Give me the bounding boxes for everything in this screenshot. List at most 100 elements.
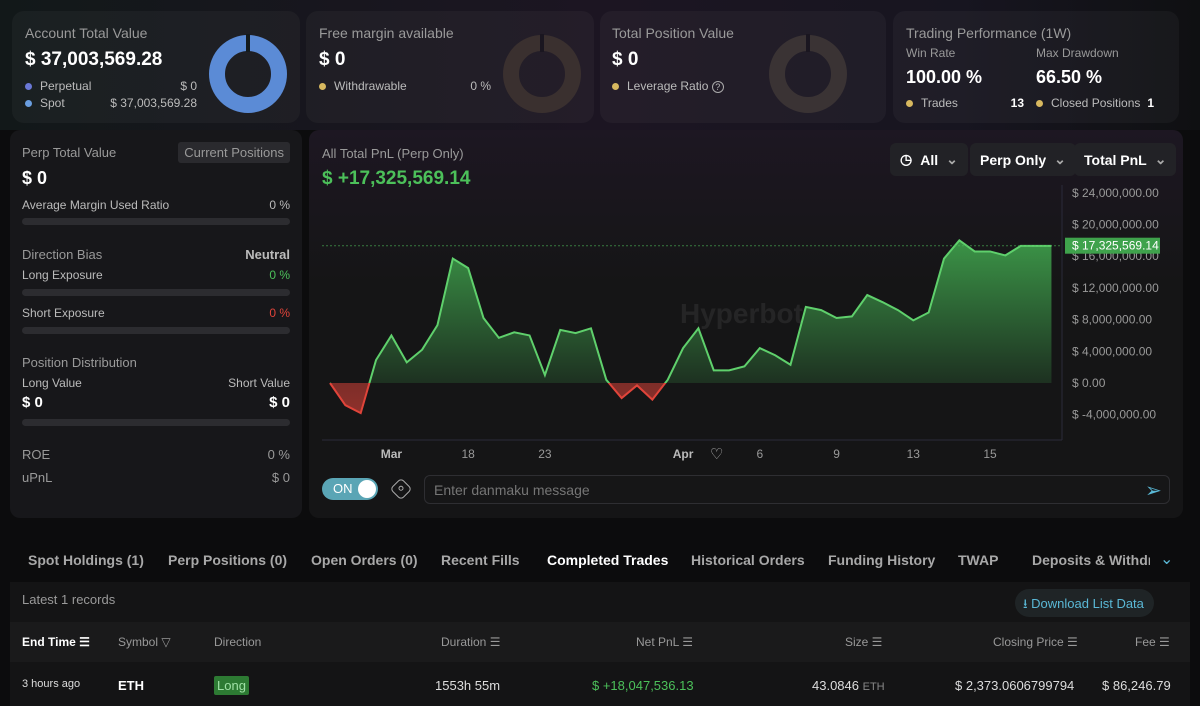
y-tick-label: $ 24,000,000.00 [1072, 186, 1159, 200]
trading-performance-card: Trading Performance (1W) Win Rate 100.00… [893, 11, 1179, 123]
drawdown-label: Max Drawdown [1036, 46, 1119, 60]
margin-bar [22, 218, 290, 225]
summary-strip [0, 0, 1200, 130]
free-margin-title: Free margin available [319, 25, 454, 41]
tab-recent-fills[interactable]: Recent Fills [441, 552, 520, 568]
long-exposure-bar [22, 289, 290, 296]
filter-icon[interactable]: ▽ [158, 635, 171, 649]
tab-open-orders[interactable]: Open Orders (0) [311, 552, 418, 568]
tab-completed-trades[interactable]: Completed Trades [547, 552, 669, 568]
long-value: $ 0 [22, 394, 43, 411]
sort-icon[interactable]: ☰ [486, 635, 501, 649]
tab-perp-positions[interactable]: Perp Positions (0) [168, 552, 288, 568]
bias-value: Neutral [245, 247, 290, 262]
help-icon[interactable]: ? [711, 81, 724, 93]
chevron-down-icon: ⌄ [1154, 151, 1167, 167]
win-rate: 100.00 % [906, 67, 983, 87]
cell-fee: $ 86,246.79 [1102, 678, 1171, 693]
send-icon[interactable]: ➢ [1145, 480, 1162, 502]
current-value-label: $ 17,325,569.14 [1072, 239, 1159, 253]
position-value-card: Total Position Value $ 0 Leverage Ratio … [600, 11, 886, 123]
column-label: Size [845, 635, 869, 649]
current-positions-button[interactable]: Current Positions [178, 142, 290, 163]
download-icon: ⭳ [1023, 596, 1032, 611]
current-value-tag [1065, 237, 1160, 254]
free-margin-card: Free margin available $ 0 Withdrawable 0 … [306, 11, 594, 123]
perp-label: Perpetual [40, 79, 92, 93]
pnl-title: All Total PnL (Perp Only) [322, 146, 464, 161]
max-drawdown: 66.50 % [1036, 67, 1103, 87]
sort-icon[interactable]: ☰ [75, 635, 90, 649]
tab-funding-history[interactable]: Funding History [828, 552, 936, 568]
x-tick-label: 6 [756, 447, 763, 461]
column-label: Symbol [118, 635, 159, 649]
perp-value: $ 0 [22, 168, 48, 188]
watermark: Hyperbot [680, 298, 803, 329]
tab-deposits-withdraw[interactable]: Deposits & Withdraw [1032, 552, 1150, 568]
column-header-duration[interactable]: Duration ☰ [441, 635, 500, 649]
x-tick-label: 23 [538, 447, 552, 461]
chevron-down-icon: ⌄ [946, 151, 958, 167]
column-label: End Time [22, 635, 76, 649]
distribution-bar [22, 419, 290, 426]
sort-icon[interactable]: ☰ [678, 635, 694, 649]
cell-duration: 1553h 55m [435, 678, 501, 693]
sort-icon[interactable]: ☰ [868, 635, 883, 649]
x-tick-label: 9 [833, 447, 840, 461]
column-header-size[interactable]: Size ☰ [845, 635, 882, 649]
spot-value: $ 37,003,569.28 [110, 96, 197, 110]
y-tick-label: $ 12,000,000.00 [1072, 281, 1159, 295]
long-exposure-label: Long Exposure [22, 268, 103, 282]
cell-end-time: 3 hours ago [22, 678, 81, 690]
sort-icon[interactable]: ☰ [1155, 635, 1170, 649]
type-filter-dropdown[interactable]: Perp Only ⌄ [970, 143, 1076, 176]
x-tick-label: 18 [461, 447, 475, 461]
trades-label: Trades [921, 96, 958, 110]
withdrawable-value: 0 % [470, 79, 491, 93]
free-margin-donut [503, 34, 581, 113]
danmaku-toggle[interactable]: ON [322, 478, 378, 500]
column-header-symbol[interactable]: Symbol ▽ [118, 635, 171, 649]
performance-title: Trading Performance (1W) [906, 25, 1072, 41]
x-tick-label: 15 [983, 447, 997, 461]
spot-label: Spot [40, 96, 65, 110]
upnl-value: $ 0 [271, 470, 290, 485]
distribution-label: Position Distribution [22, 355, 137, 370]
perp-panel: Perp Total Value Current Positions $ 0 A… [10, 130, 302, 518]
cell-size-unit: ETH [862, 681, 885, 693]
clock-icon: ◷ [900, 151, 913, 167]
tab-historical-orders[interactable]: Historical Orders [691, 552, 805, 568]
roe-value: 0 % [267, 447, 290, 462]
sort-icon[interactable]: ☰ [1063, 635, 1078, 649]
column-header-fee[interactable]: Fee ☰ [1135, 635, 1170, 649]
position-value-title: Total Position Value [612, 25, 734, 41]
danmaku-input[interactable] [424, 475, 1170, 504]
roe-label: ROE [22, 447, 51, 462]
time-filter-dropdown[interactable]: ◷ All ⌄ [890, 143, 968, 176]
type-filter-value: Perp Only [980, 151, 1047, 168]
leverage-label: Leverage Ratio [627, 79, 709, 93]
y-tick-label: $ 0.00 [1072, 376, 1106, 390]
trades-count: 13 [1010, 96, 1024, 110]
tab-twap[interactable]: TWAP [958, 552, 999, 568]
more-tabs-chevron-icon[interactable]: ⌄ [1160, 551, 1174, 568]
long-exposure: 0 % [269, 268, 290, 282]
download-button[interactable]: ⭳ Download List Data [1015, 589, 1154, 617]
column-header-direction[interactable]: Direction [214, 635, 261, 649]
pnl-line-positive [330, 238, 1052, 383]
cell-symbol[interactable]: ETH [118, 678, 144, 693]
column-label: Closing Price [993, 635, 1064, 649]
short-exposure-bar [22, 327, 290, 334]
closed-count: 1 [1147, 96, 1154, 110]
column-header-closing-price[interactable]: Closing Price ☰ [993, 635, 1078, 649]
account-total-card: Account Total Value $ 37,003,569.28 Perp… [12, 11, 300, 123]
column-header-net-pnl[interactable]: Net PnL ☰ [636, 635, 693, 649]
metric-filter-dropdown[interactable]: Total PnL ⌄ [1074, 143, 1177, 176]
records-count: Latest 1 records [22, 592, 116, 607]
tab-spot-holdings[interactable]: Spot Holdings (1) [28, 552, 144, 568]
column-header-end-time[interactable]: End Time ☰ [22, 635, 90, 649]
withdrawable-label: Withdrawable [334, 79, 407, 93]
perp-value: $ 0 [180, 79, 197, 93]
position-value: $ 0 [612, 49, 639, 70]
y-tick-label: $ 20,000,000.00 [1072, 218, 1159, 232]
